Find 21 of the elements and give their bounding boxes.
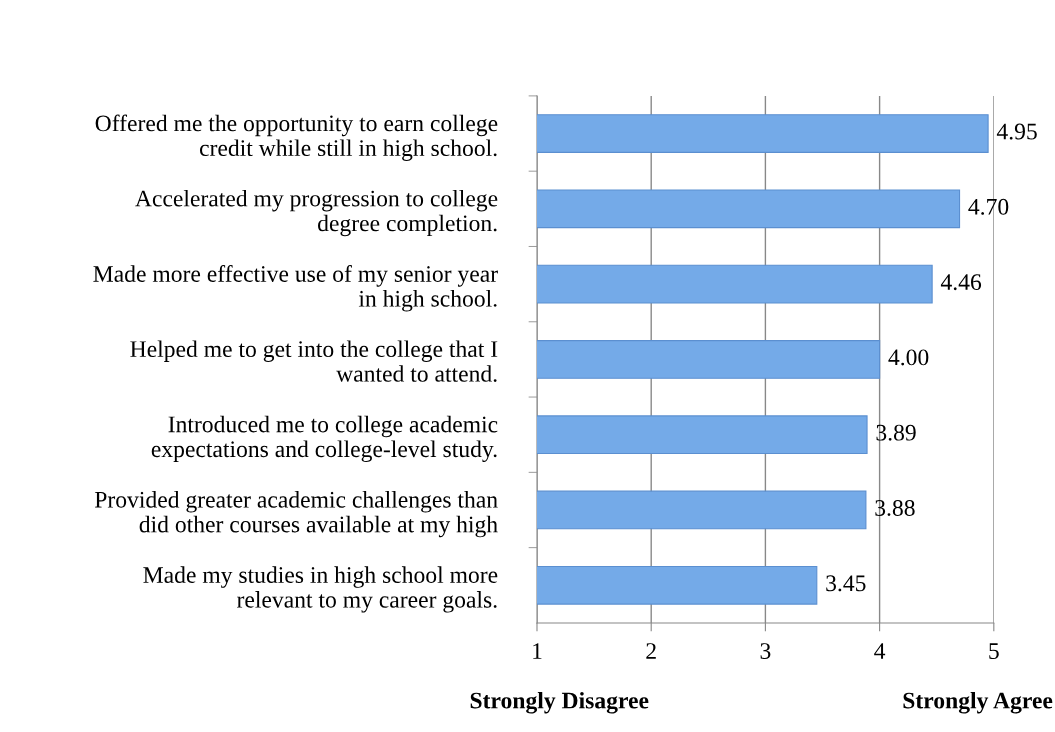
text: Strongly Disagree [470, 691, 649, 714]
data-label: 4.70 [968, 198, 1009, 215]
y-tick-label: Offered me the opportunity to earn college credit while still in high school. [95, 114, 498, 161]
data-label: 3.88 [875, 499, 915, 517]
y-tick-label: Made my studies in high school more relevant to my career goals. [143, 566, 498, 613]
x-tick-label: 4 [874, 643, 886, 659]
y-tick-label: Introduced me to college academic expectations and college-level study. [151, 415, 498, 463]
x-tick-label: 5 [989, 643, 999, 659]
x-tick-label: 3 [760, 643, 771, 659]
data-label: 4.00 [888, 349, 929, 366]
data-label: 3.45 [826, 575, 866, 592]
x-tick-label: 2 [646, 643, 656, 659]
data-label: 4.95 [996, 123, 1037, 140]
y-tick-label: Made more effective use of my senior year in high school. [93, 265, 498, 312]
data-label: 4.46 [940, 274, 982, 291]
y-tick-label: Provided greater academic challenges than did other courses available at my high [94, 491, 498, 538]
data-label: 3.89 [876, 424, 916, 441]
y-tick-label: Accelerated my progression to college degree completion. [135, 189, 498, 237]
x-tick-label: 1 [533, 643, 542, 659]
text: Strongly Agree [903, 691, 1053, 714]
y-tick-label: Helped me to get into the college that I wanted to attend. [130, 340, 498, 382]
